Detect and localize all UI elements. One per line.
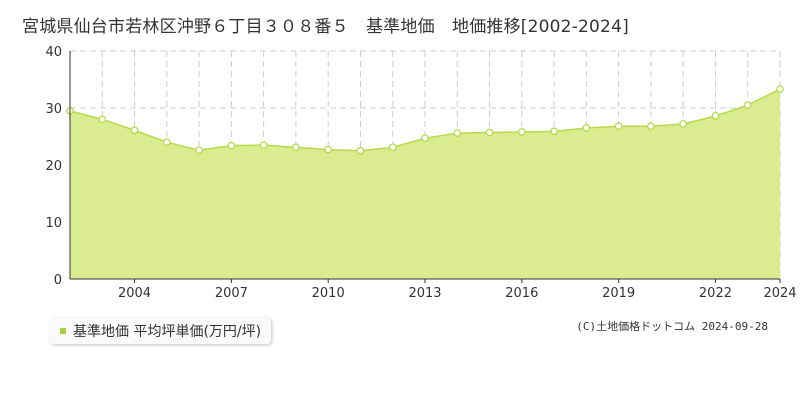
data-point	[582, 124, 591, 132]
y-tick-label: 10	[45, 216, 62, 231]
data-point	[711, 112, 720, 120]
data-point	[647, 122, 655, 131]
y-tick-label: 40	[45, 45, 62, 60]
data-point	[388, 143, 397, 152]
data-point	[356, 146, 365, 155]
y-tick-label: 30	[45, 102, 62, 117]
x-tick-label: 2013	[408, 286, 441, 301]
x-tick-label: 2024	[763, 286, 796, 301]
data-point	[679, 120, 688, 128]
legend: 基準地価 平均坪単価(万円/坪)	[50, 318, 272, 344]
data-point	[614, 122, 623, 131]
data-point	[162, 138, 171, 147]
data-point	[517, 128, 526, 136]
x-tick-label: 2016	[505, 286, 538, 301]
x-tick-label: 2007	[215, 286, 248, 301]
data-point	[324, 145, 333, 154]
series-area	[70, 89, 780, 279]
data-point	[453, 129, 462, 137]
data-point	[776, 85, 784, 94]
credit-text: (C)土地価格ドットコム 2024-09-28	[576, 320, 768, 333]
data-point	[421, 134, 429, 143]
data-point	[485, 128, 494, 137]
page-title: 宮城県仙台市若林区沖野６丁目３０８番５ 基準地価 地価推移[2002-2024]	[22, 17, 629, 37]
legend-swatch	[60, 328, 66, 334]
y-tick-label: 0	[54, 273, 62, 288]
data-point	[195, 146, 203, 155]
x-tick-label: 2019	[602, 286, 635, 301]
data-point	[130, 126, 139, 135]
y-tick-label: 20	[45, 159, 62, 174]
data-point	[292, 143, 300, 152]
x-tick-label: 2004	[118, 286, 151, 301]
data-point	[550, 127, 558, 136]
data-point	[98, 115, 107, 124]
data-point	[259, 141, 268, 149]
x-tick-label: 2010	[312, 286, 345, 301]
data-point	[743, 101, 752, 110]
legend-label: 基準地価 平均坪単価(万円/坪)	[73, 324, 262, 340]
data-point	[227, 141, 236, 150]
x-tick-label: 2022	[699, 286, 732, 301]
